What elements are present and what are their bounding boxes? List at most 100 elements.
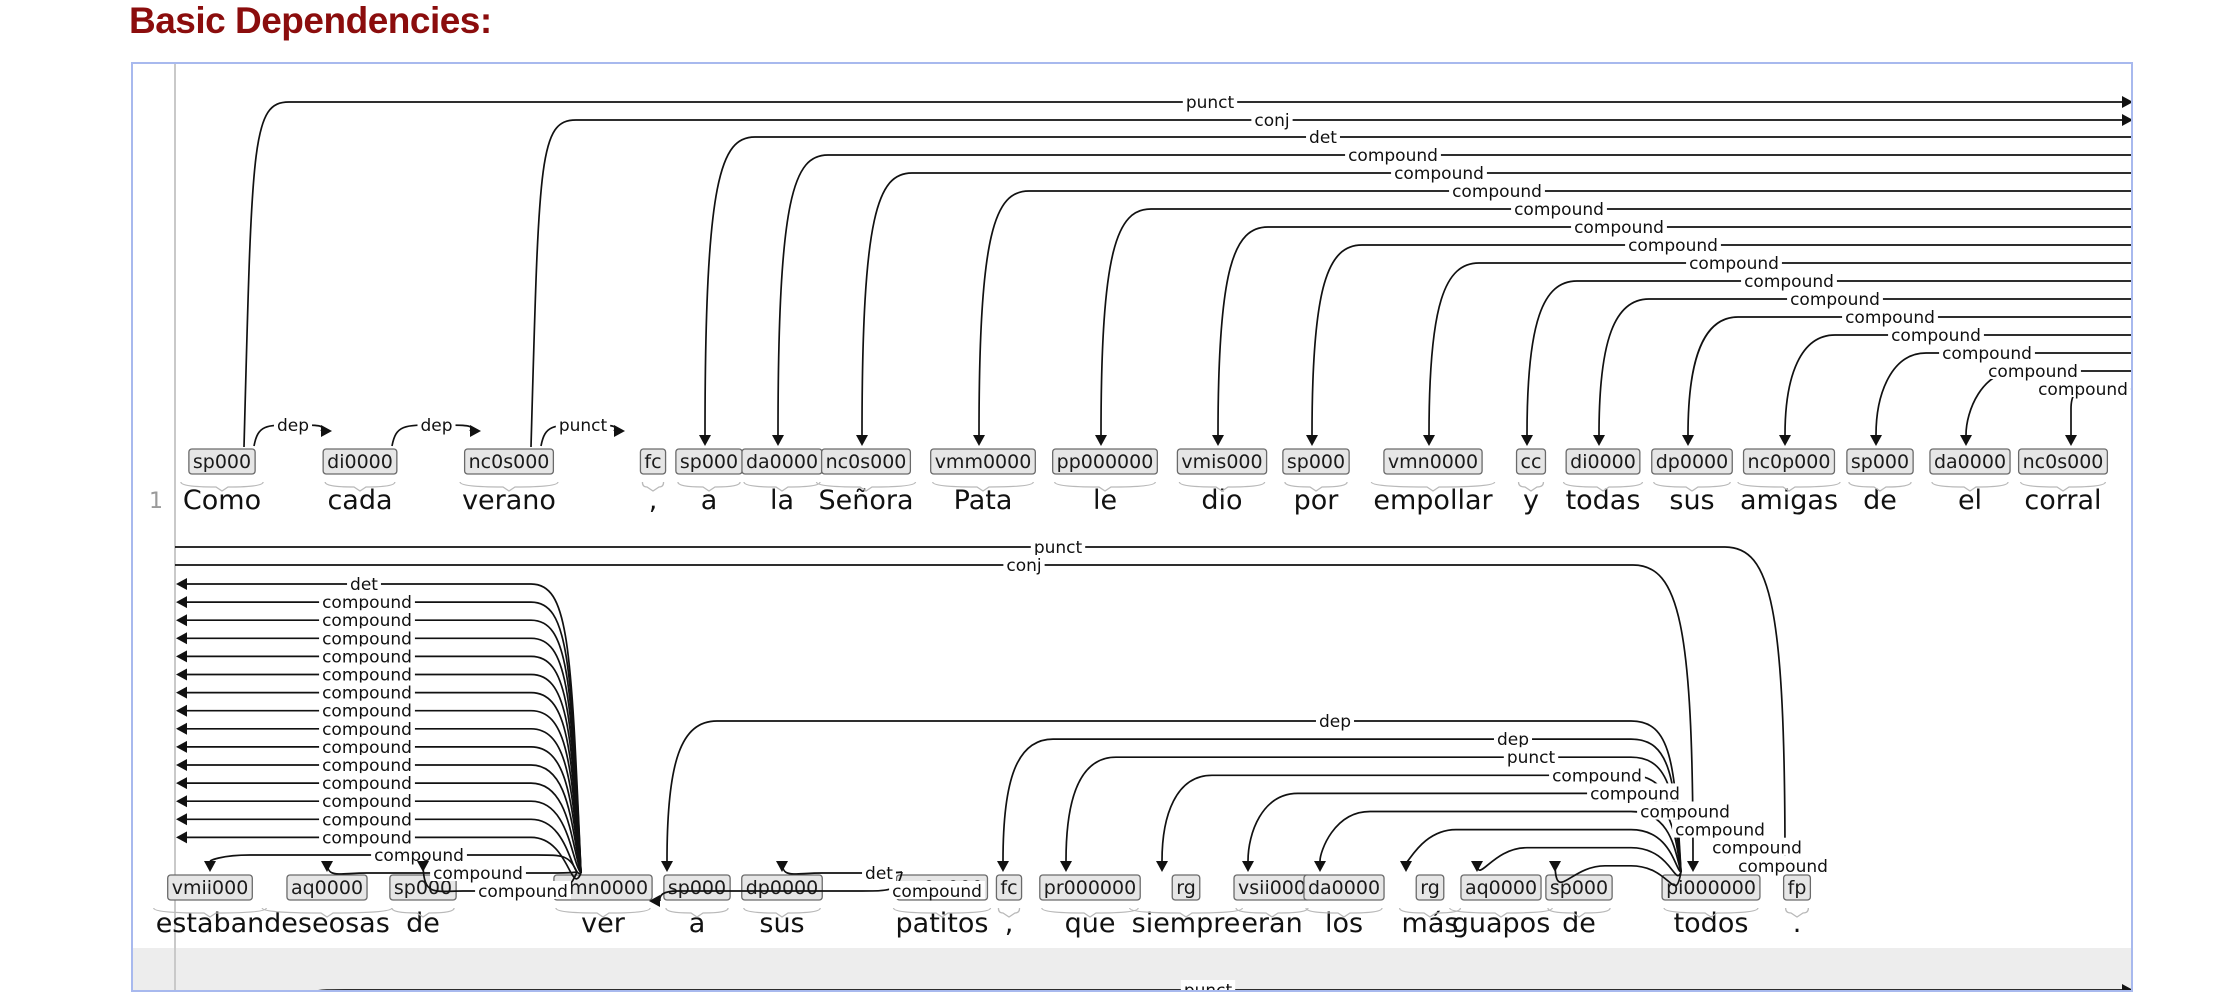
token-brace — [459, 481, 559, 492]
token: dp0000 sus — [1651, 448, 1733, 516]
dependency-arc — [1875, 352, 2131, 436]
token-brace — [1235, 907, 1309, 918]
arrowhead — [176, 686, 187, 699]
arc-label: compound — [1738, 857, 1828, 877]
arc-label: compound — [322, 828, 412, 848]
pos-tag-box — [1742, 448, 1836, 475]
arc-label: compound — [892, 882, 982, 902]
arc-label-bg — [1842, 307, 1938, 325]
token: aq0000 deseosas — [261, 874, 393, 939]
arc-label-bg — [1182, 92, 1238, 110]
arrowhead — [176, 759, 187, 771]
pos-tag: nc0s000 — [826, 451, 907, 473]
arc-label-bg — [1503, 747, 1559, 766]
arc-label-bg — [1315, 711, 1355, 729]
token-word: de — [1863, 485, 1897, 516]
arc-label: compound — [1675, 821, 1765, 841]
pos-tag: fc — [644, 451, 661, 473]
token-word: . — [1793, 908, 1802, 939]
token-word: , — [649, 485, 658, 516]
pos-tag-box — [167, 874, 253, 901]
pos-tag-box — [389, 874, 457, 901]
arc-label-bg — [371, 845, 467, 863]
pos-tag-box — [286, 874, 368, 901]
token: nc0s000 verano — [459, 448, 559, 516]
pos-tag-box — [1282, 448, 1350, 475]
pos-tag-box — [995, 874, 1023, 901]
arrowhead — [1471, 861, 1483, 872]
token-brace — [743, 907, 821, 918]
arc-label: dep — [420, 416, 452, 436]
pos-tag: sp000 — [1851, 451, 1909, 473]
arrowhead — [1060, 861, 1072, 872]
pos-tag: pr000000 — [1044, 877, 1136, 899]
arc-label-bg — [1625, 235, 1721, 253]
arrowhead — [176, 813, 187, 826]
arc-label-bg — [862, 863, 896, 881]
token-word: verano — [462, 485, 556, 516]
arrowhead — [1779, 435, 1791, 446]
arrowhead — [1212, 435, 1224, 446]
token-word: le — [1093, 485, 1117, 516]
token: nc0p000 amigas — [1737, 448, 1841, 516]
pos-tag-box — [188, 448, 256, 475]
token-brace — [1398, 907, 1462, 918]
arc-label-bg — [1345, 145, 1441, 163]
arrowhead — [176, 632, 187, 645]
arrowhead — [856, 435, 868, 446]
arc-label-bg — [1493, 729, 1533, 748]
pos-tag-box — [1565, 448, 1641, 475]
pos-tag: vmm0000 — [935, 451, 1032, 473]
dependency-arc — [530, 119, 2129, 448]
arrowhead — [772, 435, 784, 446]
pos-tag: dp0000 — [1656, 451, 1728, 473]
token-brace — [743, 481, 821, 492]
pos-tag: vmis000 — [1181, 451, 1262, 473]
dependency-arc — [1526, 280, 2131, 436]
token: fc, — [995, 874, 1023, 939]
pos-tag-box — [1176, 448, 1268, 475]
token-word: la — [770, 485, 794, 516]
arc-label-bg — [319, 592, 415, 611]
arrowhead — [1423, 435, 1435, 446]
arrowhead — [1314, 861, 1326, 872]
token: sp000 Como — [180, 448, 264, 516]
arc-label-bg — [319, 736, 415, 755]
pos-tag: aq0000 — [1465, 877, 1537, 899]
pos-tag-box — [1782, 874, 1812, 901]
token-brace — [932, 481, 1034, 492]
token-word: por — [1294, 485, 1340, 516]
token: rg siempre — [1128, 874, 1244, 939]
token-brace — [391, 907, 455, 918]
arrowhead — [176, 650, 187, 663]
pos-tag-box — [1651, 448, 1733, 475]
token-word: amigas — [1740, 485, 1838, 516]
token-word: siempre — [1132, 908, 1241, 939]
arc-label: compound — [322, 611, 412, 631]
arc-label: compound — [1590, 784, 1680, 804]
arc-label: compound — [322, 702, 412, 722]
arrowhead — [321, 861, 333, 872]
dependency-graph: 1 sp000 Como di0000 cada nc0s000 verano fc, sp00… — [133, 64, 2131, 990]
token-brace — [1737, 481, 1841, 492]
token-word: deseosas — [264, 908, 390, 939]
arrowhead — [176, 668, 187, 681]
dependency-arc — [1247, 792, 1682, 873]
arc-label: compound — [1348, 146, 1438, 166]
token-brace — [1653, 481, 1731, 492]
arrowhead — [204, 861, 216, 872]
arc-label-bg — [889, 881, 985, 899]
token-word: todas — [1566, 485, 1641, 516]
pos-tag: sp000 — [1550, 877, 1608, 899]
arrowhead — [176, 578, 187, 590]
arrowhead — [1549, 861, 1561, 872]
dependency-arc — [704, 136, 2131, 436]
dependency-arc — [186, 836, 582, 880]
token-word: estaban — [156, 908, 265, 939]
pos-tag-box — [1661, 874, 1761, 901]
arc-label-bg — [319, 628, 415, 647]
arc-label: punct — [1186, 93, 1235, 113]
pos-tag-box — [1039, 874, 1141, 901]
